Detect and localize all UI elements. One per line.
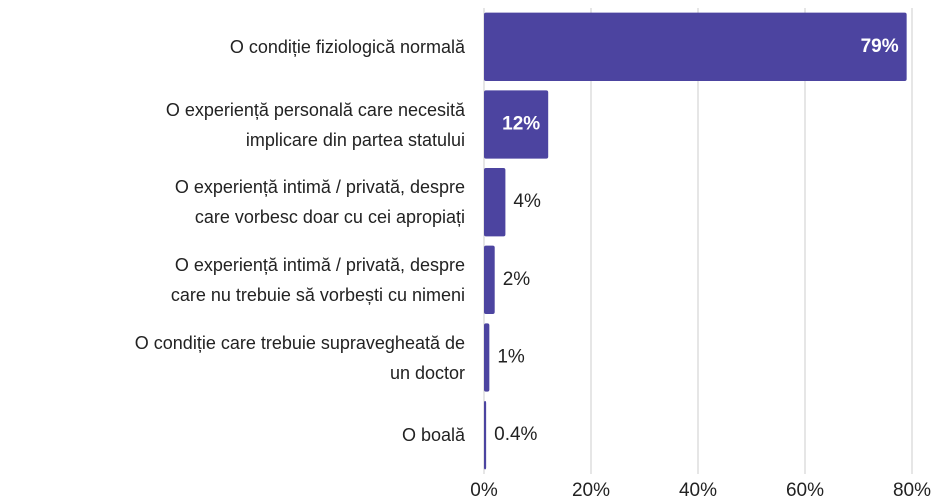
value-label: 2%	[503, 269, 531, 290]
category-label: O condiție fiziologică normală	[229, 36, 465, 57]
bar	[484, 323, 490, 392]
category-label: O condiție care trebuie supravegheată de…	[134, 332, 465, 383]
bar	[484, 90, 549, 159]
value-label: 79%	[861, 36, 899, 57]
category-label: O experiență intimă / privată, despre ca…	[170, 254, 465, 305]
bar	[484, 167, 506, 237]
bar	[484, 400, 487, 470]
value-label: 12%	[502, 114, 540, 135]
x-tick-label: 80%	[893, 480, 931, 501]
x-tick-label: 0%	[470, 480, 498, 501]
category-label: O boală	[401, 425, 465, 446]
category-label: O experiență personală care necesită imp…	[165, 99, 465, 150]
value-label: 1%	[497, 347, 525, 368]
value-label: 4%	[513, 191, 541, 212]
bar	[484, 245, 495, 315]
category-label: O experiență intimă / privată, despre ca…	[174, 177, 465, 228]
x-tick-label: 20%	[572, 480, 610, 501]
value-label: 0.4%	[494, 424, 537, 445]
bar	[484, 12, 907, 82]
x-tick-label: 60%	[786, 480, 824, 501]
x-tick-label: 40%	[679, 480, 717, 501]
